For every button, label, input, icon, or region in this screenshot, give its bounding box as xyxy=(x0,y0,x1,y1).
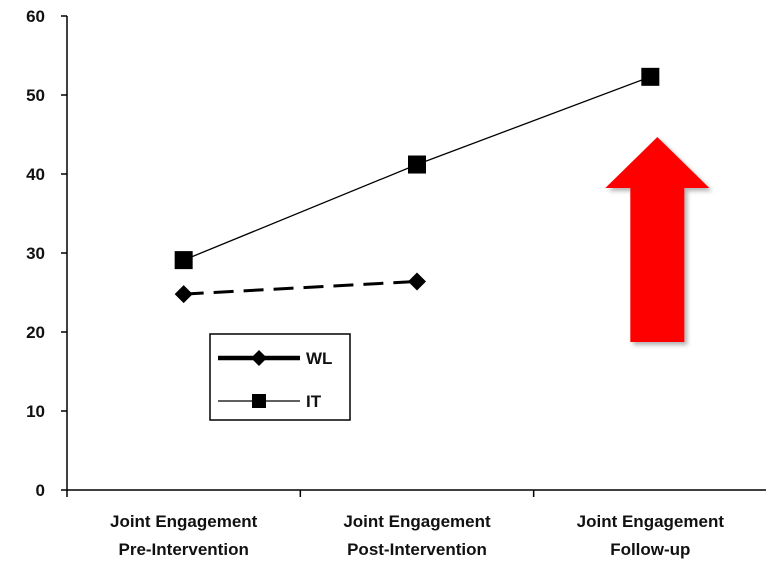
legend-marker-wl xyxy=(251,350,267,366)
series-line-wl xyxy=(183,279,418,296)
legend-label-it: IT xyxy=(306,392,322,411)
data-point-it xyxy=(408,155,426,174)
y-tick-label: 10 xyxy=(26,402,45,421)
legend-entry-wl: WL xyxy=(218,349,332,368)
y-tick-label: 40 xyxy=(26,165,45,184)
red-arrow-up-icon xyxy=(605,137,710,342)
legend-marker-it xyxy=(252,394,266,408)
legend-entry-it: IT xyxy=(218,392,322,411)
x-tick-label: Joint Engagement Post-Intervention xyxy=(343,512,491,559)
annotation-layer xyxy=(605,137,710,342)
legend: WL IT xyxy=(209,333,351,421)
legend-box xyxy=(209,333,351,421)
series-it xyxy=(174,67,660,270)
x-tick-label: Joint Engagement Pre-Intervention xyxy=(110,512,258,559)
x-tick-label-line: Post-Intervention xyxy=(347,540,487,559)
y-axis: 0 10 20 30 40 50 60 xyxy=(26,7,68,500)
series-layer xyxy=(174,67,660,304)
data-point-it xyxy=(641,67,660,86)
data-point-wl xyxy=(408,272,426,291)
data-point-wl xyxy=(174,285,193,304)
x-tick-label-line: Follow-up xyxy=(610,540,690,559)
y-tick-label: 0 xyxy=(36,481,45,500)
series-wl xyxy=(174,272,426,304)
x-tick-label: Joint Engagement Follow-up xyxy=(577,512,725,559)
y-tick-label: 60 xyxy=(26,7,45,26)
y-tick-label: 30 xyxy=(26,244,45,263)
legend-label-wl: WL xyxy=(306,349,332,368)
y-tick-label: 20 xyxy=(26,323,45,342)
data-point-it xyxy=(174,251,193,270)
x-tick-label-line: Joint Engagement xyxy=(577,512,725,531)
x-tick-label-line: Joint Engagement xyxy=(110,512,258,531)
y-tick-label: 50 xyxy=(26,86,45,105)
x-tick-label-line: Pre-Intervention xyxy=(118,540,248,559)
x-tick-label-line: Joint Engagement xyxy=(343,512,491,531)
